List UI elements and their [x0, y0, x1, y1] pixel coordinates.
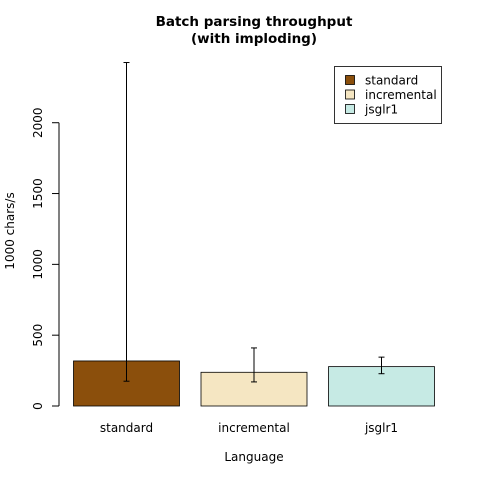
y-tick-label: 1000: [31, 249, 45, 280]
chart-title-line-2: (with imploding): [191, 31, 317, 47]
chart-title-line-1: Batch parsing throughput: [156, 14, 353, 30]
y-tick-label: 1500: [31, 178, 45, 209]
bars: [73, 360, 435, 407]
legend-swatch: [345, 89, 355, 100]
x-tick-labels: standard incremental jsglr1: [100, 421, 398, 435]
y-tick-label: 500: [31, 324, 45, 347]
error-bars: [123, 62, 385, 383]
y-tick-label: 2000: [31, 107, 45, 138]
legend-entry: standard: [365, 74, 418, 88]
x-tick-label: standard: [100, 421, 153, 435]
legend-entry: jsglr1: [364, 103, 398, 117]
y-axis-label: 1000 chars/s: [3, 192, 17, 269]
y-tick-label: 0: [31, 402, 45, 410]
legend-entry: incremental: [365, 88, 437, 102]
legend-swatch: [345, 104, 355, 114]
x-axis-label: Language: [224, 450, 283, 464]
legend-swatch: [345, 75, 355, 85]
x-tick-label: jsglr1: [364, 421, 398, 435]
y-axis: 0 500 1000 1500 2000: [31, 107, 60, 410]
x-tick-label: incremental: [218, 421, 290, 435]
